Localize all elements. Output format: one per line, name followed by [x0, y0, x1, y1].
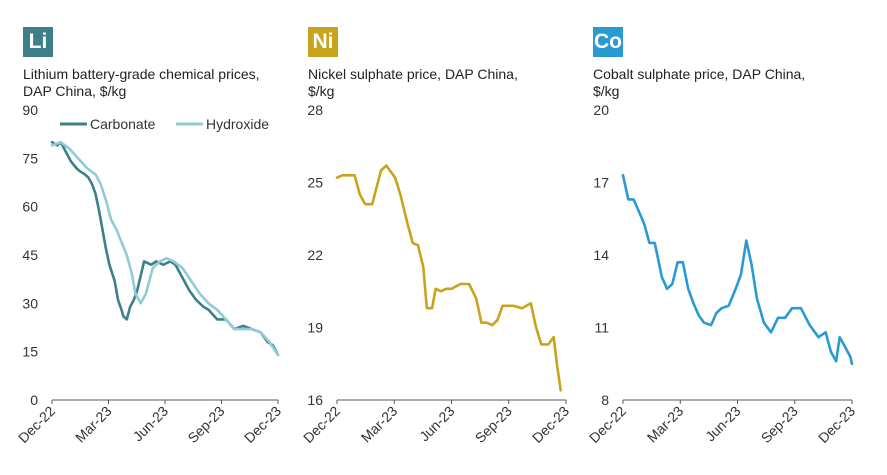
- chart-title-lithium: Lithium battery-grade chemical prices, D…: [23, 66, 260, 99]
- chart-title-cobalt: Cobalt sulphate price, DAP China, $/kg: [593, 66, 806, 99]
- nickel-series-line: [335, 164, 563, 392]
- y-tick-label-cobalt: 14: [593, 247, 609, 263]
- x-tick-label-nickel: Jun-23: [416, 403, 458, 445]
- y-tick-label-lithium: 30: [22, 295, 38, 311]
- y-tick-label-nickel: 28: [307, 102, 323, 118]
- x-tick-label-nickel: Dec-22: [300, 403, 343, 446]
- x-tick-label-cobalt: Dec-22: [586, 403, 629, 446]
- x-tick-label-nickel: Mar-23: [358, 403, 401, 446]
- y-tick-label-lithium: 45: [22, 247, 38, 263]
- x-tick-label-cobalt: Sep-23: [758, 403, 801, 446]
- y-tick-label-lithium: 75: [22, 150, 38, 166]
- x-tick-label-nickel: Dec-23: [529, 403, 572, 446]
- x-tick-label-lithium: Jun-23: [130, 403, 172, 445]
- x-tick-label-lithium: Sep-23: [184, 403, 227, 446]
- y-tick-label-lithium: 0: [30, 392, 38, 408]
- y-tick-label-lithium: 60: [22, 199, 38, 215]
- legend-label-carbonate: Carbonate: [90, 116, 156, 132]
- hydroxide-series-line: [50, 140, 280, 357]
- y-tick-label-nickel: 16: [307, 392, 323, 408]
- badge-lithium: Li: [23, 27, 53, 57]
- x-tick-label-lithium: Dec-22: [15, 403, 58, 446]
- carbonate-series-line: [50, 140, 280, 357]
- x-tick-label-cobalt: Jun-23: [702, 403, 744, 445]
- y-tick-label-lithium: 15: [22, 344, 38, 360]
- badge-nickel: Ni: [308, 27, 338, 57]
- y-tick-label-lithium: 90: [22, 102, 38, 118]
- x-tick-label-lithium: Dec-23: [241, 403, 284, 446]
- x-tick-label-cobalt: Mar-23: [644, 403, 687, 446]
- y-tick-label-cobalt: 11: [594, 320, 609, 336]
- badge-cobalt: Co: [593, 27, 623, 57]
- y-tick-label-nickel: 22: [307, 247, 323, 263]
- y-tick-label-cobalt: 20: [593, 102, 609, 118]
- x-tick-label-lithium: Mar-23: [72, 403, 115, 446]
- y-tick-label-cobalt: 8: [601, 392, 609, 408]
- x-tick-label-cobalt: Dec-23: [815, 403, 858, 446]
- x-tick-label-nickel: Sep-23: [472, 403, 515, 446]
- y-tick-label-nickel: 25: [307, 175, 323, 191]
- cobalt-series-line: [621, 174, 854, 366]
- y-tick-label-nickel: 19: [307, 320, 323, 336]
- chart-title-nickel: Nickel sulphate price, DAP China, $/kg: [308, 66, 518, 99]
- y-tick-label-cobalt: 17: [593, 175, 609, 191]
- legend-label-hydroxide: Hydroxide: [206, 116, 269, 132]
